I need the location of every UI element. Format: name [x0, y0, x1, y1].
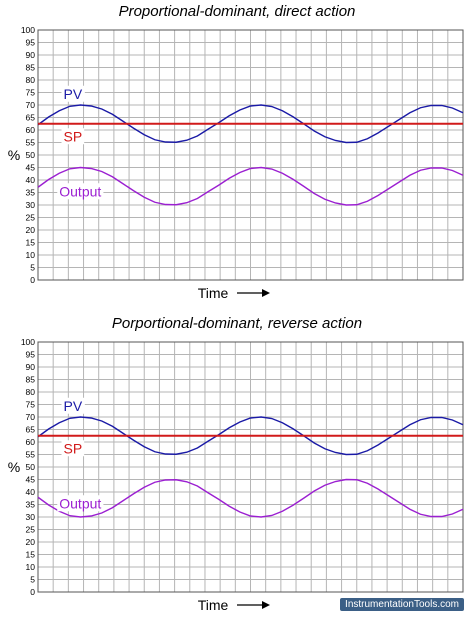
y-tick-label: 60	[26, 437, 36, 447]
series-label-bg	[57, 495, 104, 512]
chart-2-reverse-action: 0 5 10 15 20 25 30 35 40 45 50 55 60 65 70 75 80 85 90 95 10…	[8, 337, 464, 613]
y-tick-label: 30	[26, 512, 36, 522]
plot-border	[37, 29, 464, 281]
watermark: InstrumentationTools.com	[340, 598, 464, 611]
y-tick-label: 95	[26, 350, 36, 360]
series-label-sp: SP	[64, 440, 83, 456]
y-tick-label: 30	[26, 200, 36, 210]
y-tick-label: 70	[26, 412, 36, 422]
y-tick-label: 25	[26, 525, 36, 535]
time-arrow-icon	[237, 289, 270, 297]
y-tick-label: 85	[26, 375, 36, 385]
y-axis-label: %	[8, 147, 20, 163]
series-label-bg	[61, 128, 85, 145]
series-line-output	[37, 166, 464, 206]
y-tick-label: 40	[26, 487, 36, 497]
y-tick-label: 10	[26, 562, 36, 572]
grid	[37, 341, 464, 593]
x-axis-label: Time	[198, 597, 229, 613]
series-label-pv: PV	[64, 86, 83, 102]
y-tick-label: 35	[26, 188, 36, 198]
y-tick-label: 55	[26, 450, 36, 460]
y-tick-label: 90	[26, 362, 36, 372]
y-tick-label: 50	[26, 462, 36, 472]
y-tick-label: 55	[26, 138, 36, 148]
series-line-output	[37, 478, 464, 518]
series-label-bg	[61, 397, 85, 414]
series-label-bg	[57, 183, 104, 200]
y-tick-label: 85	[26, 63, 36, 73]
series-label-output: Output	[59, 183, 101, 199]
y-tick-label: 0	[30, 587, 35, 597]
y-tick-label: 25	[26, 213, 36, 223]
y-tick-label: 5	[30, 263, 35, 273]
chart-2-title: Porportional-dominant, reverse action	[111, 315, 363, 332]
y-tick-label: 5	[30, 575, 35, 585]
y-tick-label: 40	[26, 175, 36, 185]
y-tick-label: 45	[26, 163, 36, 173]
x-axis-label: Time	[198, 285, 229, 301]
y-tick-label: 100	[21, 25, 35, 35]
plot-border	[37, 341, 464, 593]
y-tick-label: 75	[26, 400, 36, 410]
y-axis-label: %	[8, 459, 20, 475]
y-tick-label: 20	[26, 537, 36, 547]
series-label-sp: SP	[64, 128, 83, 144]
y-tick-label: 65	[26, 113, 36, 123]
y-tick-label: 60	[26, 125, 36, 135]
y-tick-label: 65	[26, 425, 36, 435]
y-tick-label: 0	[30, 275, 35, 285]
y-tick-label: 20	[26, 225, 36, 235]
chart-1-direct-action: 0 5 10 15 20 25 30 35 40 45 50 55 60 65 70 75 80 85 90 95 10…	[8, 25, 464, 301]
y-tick-label: 80	[26, 387, 36, 397]
y-tick-label: 10	[26, 250, 36, 260]
series-label-output: Output	[59, 495, 101, 511]
y-tick-label: 35	[26, 500, 36, 510]
series-label-pv: PV	[64, 398, 83, 414]
time-arrow-icon	[237, 601, 270, 609]
chart-1-title: Proportional-dominant, direct action	[118, 3, 356, 20]
y-tick-label: 45	[26, 475, 36, 485]
y-tick-label: 15	[26, 550, 36, 560]
series-label-bg	[61, 440, 85, 457]
y-tick-label: 95	[26, 38, 36, 48]
y-tick-label: 75	[26, 88, 36, 98]
y-tick-label: 90	[26, 50, 36, 60]
y-tick-label: 70	[26, 100, 36, 110]
y-tick-label: 15	[26, 238, 36, 248]
series-label-bg	[61, 85, 85, 102]
grid	[37, 29, 464, 281]
y-tick-label: 80	[26, 75, 36, 85]
y-tick-label: 100	[21, 337, 35, 347]
y-tick-label: 50	[26, 150, 36, 160]
